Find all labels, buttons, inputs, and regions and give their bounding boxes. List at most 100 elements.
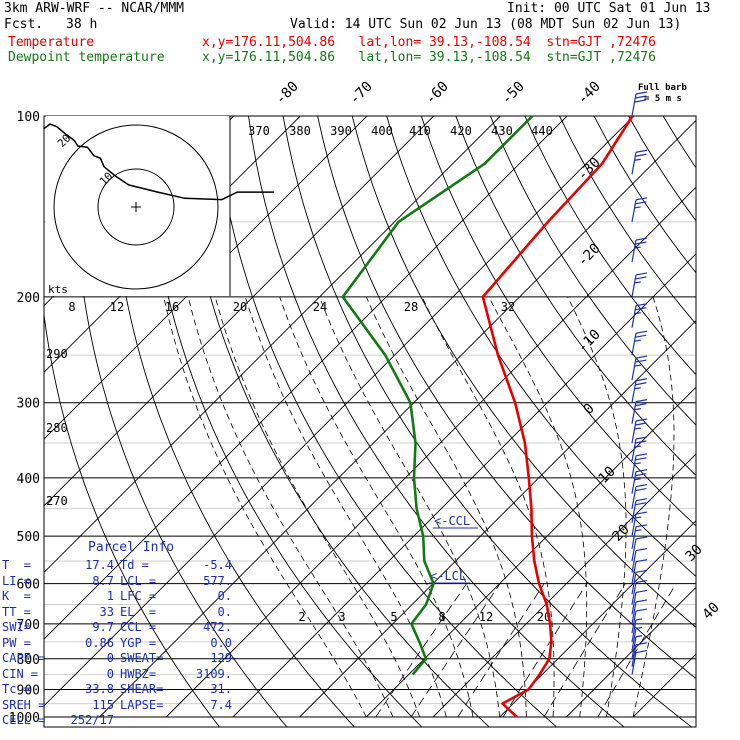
wind-barb-staff	[631, 438, 637, 462]
model-title: 3km ARW-WRF -- NCAR/MMM	[4, 1, 185, 16]
parcel-info-l2: CCL =	[120, 620, 157, 634]
parcel-info-v1: 9.7	[92, 620, 114, 634]
pressure-label: 300	[17, 397, 40, 412]
hodograph-ring-10	[97, 168, 175, 246]
moist-adiabat	[365, 296, 527, 718]
parcel-info-l2: LAPSE=	[120, 697, 164, 712]
parcel-info-l2: SHEAR=	[120, 682, 164, 696]
wind-barb-flag	[635, 453, 648, 457]
wind-barb-staff	[631, 526, 637, 549]
wind-barb-flag	[635, 359, 647, 363]
temperature-label: 40	[700, 600, 723, 623]
parcel-info-v1: 33.8	[85, 682, 114, 696]
wind-barb-flag	[635, 382, 647, 386]
parcel-info-l2: LFC =	[120, 589, 157, 603]
wind-barb-staff	[631, 572, 637, 595]
isotherm	[232, 253, 696, 718]
moist-adiabat	[567, 296, 627, 718]
wind-barb-flag	[635, 422, 647, 426]
parcel-info-l1: SREH =	[2, 697, 46, 712]
isotherm	[432, 453, 696, 718]
dry-adiabat	[282, 116, 693, 727]
dry-adiabat	[213, 116, 558, 727]
parcel-info-row: Tc = 33.8 SHEAR= 31.	[2, 682, 238, 698]
dry-adiabat	[317, 116, 696, 680]
wind-barb-staff	[631, 380, 637, 403]
mixing-ratio-line	[375, 583, 467, 718]
wind-barb-half	[635, 626, 643, 630]
wind-barb-flag	[635, 457, 647, 461]
wind-barb-staff	[631, 420, 637, 444]
temperature-label: -80	[273, 79, 302, 108]
mixing-ratio-line	[410, 583, 501, 718]
dewpoint-legend-label: Dewpoint temperature	[8, 50, 165, 65]
dry-adiabat	[732, 116, 740, 730]
parcel-info-l1: K =	[2, 589, 31, 603]
wind-barb-flag	[635, 498, 648, 502]
pressure-label: 900	[17, 683, 40, 698]
theta-label: 400	[371, 124, 393, 138]
wind-barb-flag	[635, 608, 648, 612]
wind-barb	[631, 436, 648, 462]
moist-adiabat	[421, 296, 555, 718]
theta-label: 380	[289, 124, 311, 138]
wind-barb	[631, 355, 648, 381]
moist-adiabat	[632, 296, 675, 718]
wind-barb-staff	[631, 652, 637, 675]
wind-barb-staff	[631, 636, 637, 659]
init-time: Init: 00 UTC Sat 01 Jun 13	[507, 1, 711, 16]
isotherm	[44, 116, 635, 707]
wind-barb-staff	[631, 333, 637, 356]
theta-left-label: 280	[46, 421, 68, 435]
forecast-hour: 38 h	[66, 17, 98, 32]
wind-barb-flag	[635, 483, 648, 488]
hodograph-ring-20	[53, 124, 219, 290]
temperature-label: -20	[575, 241, 604, 270]
wind-barb-flag	[635, 642, 648, 646]
theta-label: 410	[409, 124, 431, 138]
wind-barb	[631, 642, 648, 667]
parcel-info-v2: 7.4	[210, 697, 232, 712]
wind-barb	[631, 511, 648, 537]
pressure-label: 600	[17, 578, 40, 593]
dry-adiabat	[109, 116, 356, 727]
theta-label: 370	[248, 124, 270, 138]
isotherm	[44, 116, 435, 507]
parcel-info-l1: LI =	[2, 573, 31, 588]
wind-barb-staff	[631, 500, 637, 523]
isotherm	[499, 520, 696, 718]
wind-barb-half	[634, 408, 641, 411]
wind-barb-flag	[634, 99, 646, 103]
wind-barb-staff	[631, 274, 637, 298]
wind-barb-staff	[631, 152, 637, 175]
wind-barb-flag	[635, 579, 648, 584]
wind-barb-flag	[635, 469, 648, 473]
wind-barb-staff	[631, 592, 637, 615]
wind-barb-staff	[631, 601, 637, 625]
wind-barb-half	[634, 364, 641, 367]
parcel-info-v1: 0	[106, 651, 114, 665]
wind-barb-flag	[635, 276, 647, 280]
parcel-info-v1: 8.7	[92, 573, 114, 588]
wind-barb-half	[634, 387, 641, 390]
hodograph-speed-label: 28	[404, 300, 418, 314]
isotherm	[44, 116, 568, 640]
wind-barb-flag	[635, 378, 648, 382]
pressure-label: 400	[17, 472, 40, 487]
hodograph-background	[46, 116, 230, 296]
wind-barb	[631, 626, 643, 651]
wind-barb	[631, 524, 648, 549]
wind-barb	[631, 589, 648, 615]
wind-barb-flag	[635, 403, 647, 407]
mixing-ratio-label: 2	[298, 610, 305, 624]
mixing-ratio-line	[597, 583, 677, 718]
plot-frame	[43, 115, 697, 728]
parcel-info-v1: 0	[106, 666, 114, 681]
parcel-info-row: T = 17.4 Td = -5.4	[2, 558, 238, 574]
wind-barb-staff	[631, 357, 637, 381]
wind-barb-flag	[635, 649, 648, 654]
temperature-profile	[481, 115, 634, 718]
wind-barb-staff	[631, 610, 637, 634]
dry-adiabat	[351, 116, 696, 628]
wind-barb-half	[634, 246, 641, 249]
